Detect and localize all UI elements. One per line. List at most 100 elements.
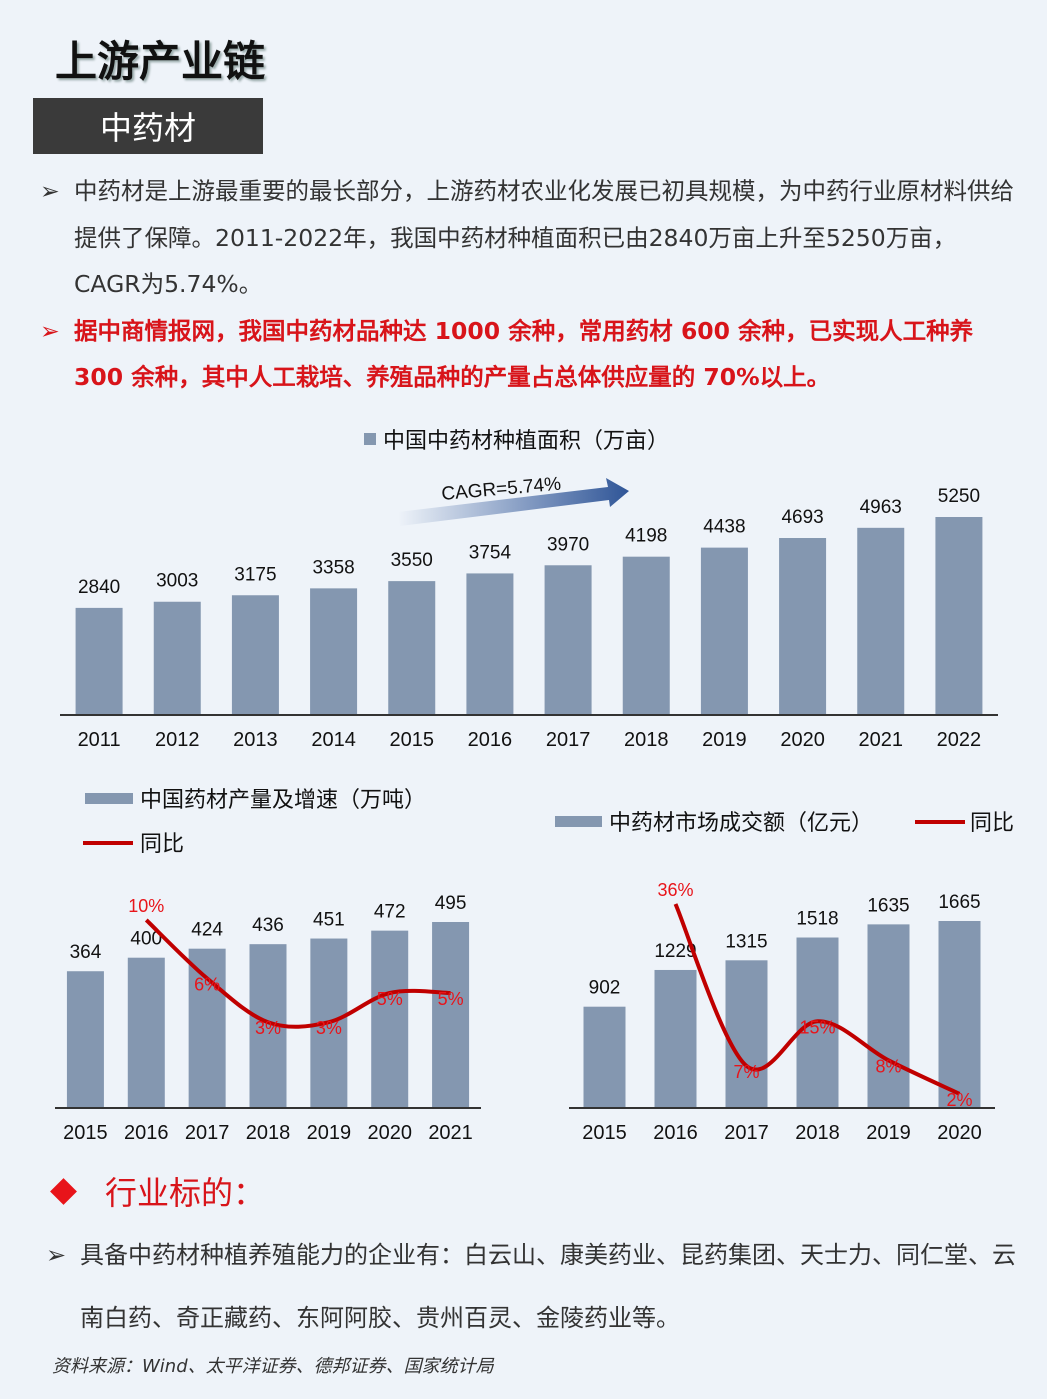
section-heading: 行业标的：: [48, 1168, 265, 1214]
x-tick-label: 2019: [307, 1122, 352, 1144]
x-tick-label: 2021: [859, 729, 904, 751]
bar-value-label: 2840: [78, 577, 120, 598]
bar: [938, 921, 981, 1108]
yoy-line: [144, 918, 451, 1029]
x-tick-label: 2015: [582, 1122, 627, 1144]
legend-swatch: [85, 793, 133, 804]
bar-value-label: 3003: [156, 571, 198, 592]
bar-value-label: 3175: [234, 564, 276, 585]
bar: [935, 517, 983, 715]
x-tick-label: 2016: [124, 1122, 169, 1144]
bar-value-label: 3358: [312, 557, 354, 578]
page-title: 上游产业链: [55, 37, 266, 86]
bar-value-label: 495: [435, 893, 467, 914]
yoy-value-label: 7%: [733, 1062, 759, 1082]
x-tick-label: 2016: [653, 1122, 698, 1144]
source-note: 资料来源：Wind、太平洋证券、德邦证券、国家统计局: [52, 1356, 494, 1377]
x-tick-label: 2017: [546, 729, 591, 751]
bar-value-label: 3754: [469, 542, 512, 563]
legend-label: 中国药材产量及增速（万吨）: [140, 788, 426, 813]
x-tick-label: 2020: [780, 729, 825, 751]
bar: [779, 538, 827, 715]
bar: [66, 971, 104, 1108]
bar: [188, 948, 226, 1108]
bullet-item-highlight: ➢ 据中商情报网，我国中药材品种达 1000 余种，常用药材 600 余种，已实…: [40, 308, 1020, 401]
legend-label: 同比: [140, 832, 184, 857]
bar-value-label: 4963: [860, 497, 902, 518]
x-tick-label: 2012: [155, 729, 200, 751]
bar-value-label: 1665: [938, 892, 980, 913]
bar: [867, 924, 910, 1108]
cagr-arrow: [398, 478, 629, 526]
x-tick-label: 2017: [724, 1122, 769, 1144]
x-tick-label: 2011: [78, 729, 121, 751]
yoy-value-label: 6%: [194, 974, 220, 994]
section-title: 行业标的：: [105, 1174, 266, 1212]
yoy-value-label: 15%: [799, 1017, 835, 1037]
bar-value-label: 1635: [867, 895, 909, 916]
legend-label: 中药材市场成交额（亿元）: [609, 811, 873, 836]
bar-value-label: 4693: [781, 507, 823, 528]
x-tick-label: 2019: [866, 1122, 911, 1144]
bar-value-label: 4438: [703, 517, 745, 538]
yoy-value-label: 2%: [946, 1090, 972, 1110]
bar: [310, 588, 358, 715]
chart-planting-area: 中国中药材种植面积（万亩）CAGR=5.74%28402011300320123…: [60, 429, 998, 751]
yoy-value-label: 3%: [255, 1018, 281, 1038]
bar-value-label: 5250: [938, 486, 980, 507]
section-tag: 中药材: [33, 98, 263, 154]
arrow-bullet-icon: ➢: [46, 1241, 67, 1269]
bar-value-label: 3970: [547, 534, 589, 555]
bullet-text: 具备中药材种植养殖能力的企业有：白云山、康美药业、昆药集团、天士力、同仁堂、云南…: [80, 1241, 1016, 1332]
yoy-line: [673, 903, 961, 1096]
bar: [466, 573, 514, 715]
x-tick-label: 2013: [233, 729, 278, 751]
yoy-value-label: 5%: [377, 989, 403, 1009]
bar-value-label: 400: [130, 929, 162, 950]
bar-value-label: 1518: [796, 909, 838, 930]
x-tick-label: 2018: [624, 729, 669, 751]
bar-value-label: 472: [374, 902, 406, 923]
chart-output-growth: 中国药材产量及增速（万吨） 同比 364 2015 400 2016 424 2017 436 2…: [55, 788, 481, 1144]
bullet-item: ➢ 具备中药材种植养殖能力的企业有：白云山、康美药业、昆药集团、天士力、同仁堂、…: [46, 1224, 1026, 1350]
bar-value-label: 451: [313, 910, 345, 931]
x-tick-label: 2020: [937, 1122, 982, 1144]
x-tick-label: 2018: [246, 1122, 291, 1144]
intro-bullets: ➢ 中药材是上游最重要的最长部分，上游药材农业化发展已初具规模，为中药行业原材料…: [40, 168, 1020, 401]
yoy-value-label: 3%: [316, 1018, 342, 1038]
x-tick-label: 2020: [367, 1122, 412, 1144]
bar: [231, 595, 279, 715]
legend-swatch: [555, 816, 602, 827]
x-tick-label: 2019: [702, 729, 747, 751]
x-tick-label: 2018: [795, 1122, 840, 1144]
legend-label: 同比: [970, 811, 1014, 836]
x-tick-label: 2016: [468, 729, 513, 751]
yoy-value-label: 10%: [128, 896, 164, 916]
x-tick-label: 2017: [185, 1122, 230, 1144]
bar-value-label: 1315: [725, 931, 767, 952]
x-tick-label: 2015: [63, 1122, 108, 1144]
legend-label: 中国中药材种植面积（万亩）: [383, 429, 669, 454]
diamond-icon: [50, 1177, 77, 1205]
bar: [654, 969, 697, 1108]
bar-value-label: 364: [70, 942, 102, 963]
bar: [583, 1006, 626, 1108]
bar: [432, 922, 470, 1108]
bar: [725, 960, 768, 1108]
bar: [622, 556, 670, 715]
bar-value-label: 424: [191, 920, 223, 941]
bar: [700, 547, 748, 715]
company-list: ➢ 具备中药材种植养殖能力的企业有：白云山、康美药业、昆药集团、天士力、同仁堂、…: [46, 1224, 1026, 1350]
yoy-value-label: 36%: [657, 880, 693, 900]
bar: [388, 581, 436, 715]
chart-market-turnover: 中药材市场成交额（亿元） 同比 902 2015 1229 2016 1315 2017 151…: [555, 811, 1014, 1144]
yoy-value-label: 5%: [438, 989, 464, 1009]
x-tick-label: 2021: [428, 1122, 473, 1144]
arrow-bullet-icon: ➢: [40, 316, 60, 345]
bar-value-label: 4198: [625, 526, 667, 547]
x-tick-label: 2022: [937, 729, 982, 751]
bar-value-label: 1229: [654, 941, 696, 962]
bar: [75, 607, 123, 715]
arrow-bullet-icon: ➢: [40, 177, 60, 205]
legend-swatch: [364, 433, 376, 445]
